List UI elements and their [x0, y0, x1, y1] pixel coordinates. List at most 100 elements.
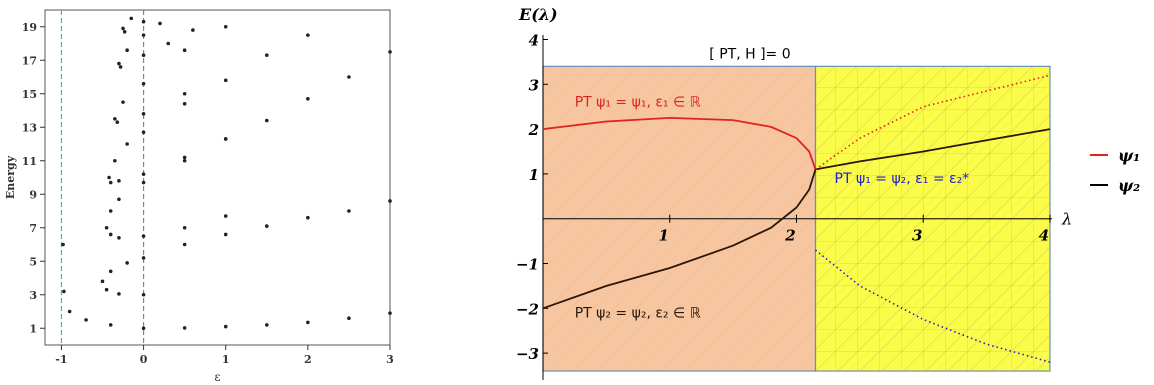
data-point — [141, 172, 146, 176]
data-point — [107, 175, 111, 180]
data-point — [182, 326, 187, 330]
branch-6 — [121, 16, 146, 34]
data-point — [84, 318, 88, 322]
data-point — [306, 215, 310, 220]
data-point — [141, 292, 146, 297]
y-tick-label: 19 — [22, 21, 37, 34]
series-line-2 — [815, 74, 1051, 171]
data-point — [108, 209, 113, 213]
data-point — [117, 197, 121, 202]
data-point — [158, 21, 162, 26]
data-point — [125, 142, 129, 146]
annotation-1: PT ψ₂ = ψ₂, ε₂ ∈ ℝ — [575, 305, 702, 321]
y-tick-label: 15 — [22, 88, 37, 101]
data-point — [223, 324, 228, 329]
y-axis-label: Energy — [4, 155, 17, 199]
branch-3 — [107, 33, 310, 185]
data-point — [166, 41, 171, 46]
y-tick-label: −3 — [516, 345, 539, 363]
annotation-2: PT ψ₁ = ψ₂, ε₁ = ε₂* — [835, 171, 970, 187]
data-point — [182, 158, 187, 163]
data-point — [388, 199, 392, 203]
data-point — [388, 311, 392, 315]
data-point — [104, 225, 109, 230]
series-line-0 — [542, 116, 817, 170]
data-point — [306, 96, 310, 101]
data-point — [182, 242, 187, 247]
x-tick-label: -1 — [55, 353, 67, 366]
data-point — [113, 117, 117, 121]
data-point — [182, 155, 187, 160]
data-point — [347, 75, 351, 79]
data-point — [182, 48, 187, 52]
branch-5 — [117, 21, 195, 69]
data-point — [182, 91, 187, 96]
data-point — [117, 179, 121, 183]
data-point — [62, 289, 66, 294]
data-point — [129, 16, 134, 21]
data-point — [121, 26, 125, 31]
data-point — [108, 180, 113, 185]
data-point — [100, 279, 105, 284]
data-point — [141, 19, 146, 24]
data-point — [388, 50, 392, 54]
y-tick-label: 3 — [29, 289, 37, 302]
data-point — [108, 232, 113, 237]
data-point — [141, 130, 146, 135]
data-point — [61, 242, 65, 247]
data-point — [264, 323, 269, 327]
data-point — [223, 137, 228, 141]
y-tick-label: −1 — [516, 256, 539, 274]
data-point — [122, 29, 127, 34]
data-point — [117, 61, 121, 66]
y-tick-label: 5 — [29, 255, 37, 268]
legend-item-psi2: ψ₂ — [1090, 170, 1152, 200]
data-point — [125, 261, 129, 265]
y-axis-label: E(λ) — [518, 5, 558, 24]
x-tick-label: 3 — [386, 353, 394, 366]
legend-label-psi2: ψ₂ — [1118, 175, 1141, 195]
data-point — [141, 326, 146, 331]
data-point — [108, 323, 113, 327]
plot-frame — [44, 9, 391, 346]
data-point — [347, 209, 351, 213]
y-tick-label: 9 — [29, 188, 37, 201]
x-axis-label: ε — [214, 370, 220, 384]
x-tick-label: 1 — [222, 353, 230, 366]
data-point — [191, 28, 195, 32]
data-point — [117, 292, 121, 296]
y-tick-label: 4 — [529, 31, 539, 49]
y-tick-label: 13 — [22, 121, 37, 134]
y-tick-label: 11 — [22, 155, 37, 168]
y-tick-label: 3 — [529, 76, 539, 94]
branch-4 — [113, 24, 228, 125]
series-line-1 — [542, 128, 1051, 310]
data-point — [223, 232, 228, 237]
data-point — [141, 234, 146, 238]
annotation-0: PT ψ₁ = ψ₁, ε₁ ∈ ℝ — [575, 95, 702, 111]
data-point — [264, 224, 269, 228]
x-tick-label: 3 — [912, 227, 922, 245]
data-point — [306, 320, 310, 325]
data-point — [113, 158, 117, 163]
data-point — [104, 287, 109, 292]
data-point — [108, 269, 113, 274]
legend-swatch-psi2 — [1090, 184, 1108, 186]
data-point — [141, 256, 146, 260]
y-tick-label: 7 — [29, 222, 37, 235]
data-point — [115, 120, 120, 125]
data-point — [141, 180, 146, 185]
data-point — [121, 100, 125, 104]
data-point — [118, 65, 123, 69]
y-tick-label: 1 — [29, 322, 37, 335]
data-point — [141, 33, 146, 37]
data-point — [306, 33, 310, 37]
data-point — [264, 118, 269, 123]
legend-item-psi1: ψ₁ — [1090, 140, 1152, 170]
x-tick-label: 4 — [1039, 227, 1049, 245]
data-point — [347, 316, 351, 321]
y-tick-label: −2 — [516, 300, 539, 318]
data-point — [223, 214, 228, 218]
data-point — [141, 53, 146, 58]
